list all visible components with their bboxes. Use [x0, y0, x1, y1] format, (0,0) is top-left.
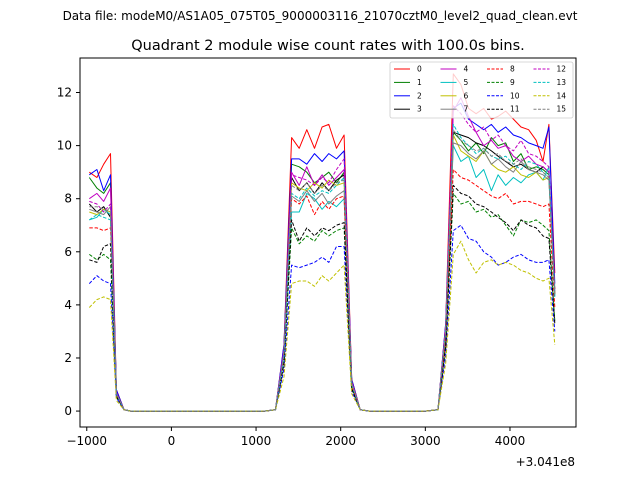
x-axis: −1000 0 1000 2000 3000 4000	[66, 427, 525, 448]
legend-label-5: 5	[464, 78, 469, 87]
x-tick-label: 1000	[241, 434, 272, 448]
x-offset-label: +3.041e8	[516, 455, 575, 469]
legend-label-3: 3	[417, 105, 422, 114]
legend-label-12: 12	[557, 65, 567, 74]
legend-label-0: 0	[417, 65, 422, 74]
y-tick-label: 8	[64, 192, 72, 206]
legend-box	[389, 61, 574, 119]
y-tick-label: 12	[57, 86, 72, 100]
legend-label-10: 10	[510, 91, 520, 100]
y-tick-label: 2	[64, 351, 72, 365]
legend-label-9: 9	[510, 78, 515, 87]
y-tick-label: 0	[64, 404, 72, 418]
legend-label-6: 6	[464, 91, 469, 100]
y-tick-label: 10	[57, 139, 72, 153]
x-tick-label: −1000	[66, 434, 107, 448]
datafile-caption: Data file: modeM0/AS1A05_075T05_90000031…	[63, 9, 578, 23]
series-line-13	[89, 123, 556, 412]
y-tick-label: 6	[64, 245, 72, 259]
legend-label-15: 15	[557, 105, 567, 114]
legend-label-2: 2	[417, 91, 422, 100]
y-tick-label: 4	[64, 298, 72, 312]
legend-label-13: 13	[557, 78, 567, 87]
x-tick-label: 3000	[410, 434, 441, 448]
x-tick-label: 4000	[495, 434, 526, 448]
plot-lines	[88, 73, 556, 412]
series-line-12	[89, 105, 556, 412]
legend-label-11: 11	[510, 105, 520, 114]
legend-label-8: 8	[510, 65, 515, 74]
x-tick-label: 2000	[325, 434, 356, 448]
chart-title: Quadrant 2 module wise count rates with …	[131, 38, 525, 54]
x-tick-label: 0	[168, 434, 176, 448]
legend-label-14: 14	[557, 91, 567, 100]
legend-label-1: 1	[417, 78, 422, 87]
series-line-15	[89, 129, 556, 412]
y-axis: 0 2 4 6 8 10 12	[57, 86, 80, 418]
legend-label-4: 4	[464, 65, 469, 74]
plot-frame	[79, 57, 577, 428]
legend-label-7: 7	[464, 105, 469, 114]
